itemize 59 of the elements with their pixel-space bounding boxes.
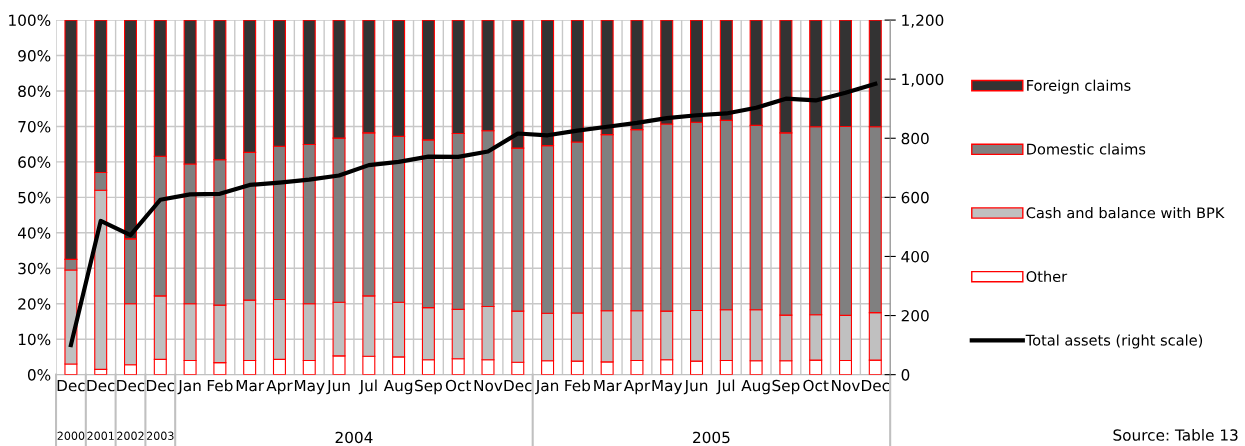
x-tick-label: Aug [741,379,770,395]
x-tick-label: Feb [207,379,233,392]
x-tick-label: May [652,379,683,395]
legend-label: Cash and balance with BPK [1026,207,1225,219]
x-tick-label: Dec [147,379,175,392]
x-tick-label: Oct [803,379,829,392]
x-tick-label: Apr [623,379,651,395]
legend-label: Other [1026,270,1068,283]
y-tick-label: 10% [18,333,51,346]
x-tick-label: Mar [236,379,265,392]
y2-tick-label: 1,000 [902,73,944,87]
y-tick-label: 40% [17,227,51,239]
source-note: Source: Table 13 [1113,428,1238,441]
text: 2005 [693,431,730,444]
y2-tick-label: 1,200 [902,14,944,28]
line-series [68,81,878,348]
x-tick-label: Jul [358,379,377,395]
text: 2003 [146,431,174,440]
y2-tick-label: 200 [901,310,929,322]
x-tick-label: Jan [177,379,201,395]
y2-tick-label: 600 [901,191,929,204]
x-tick-label: Jun [326,379,350,395]
text: 2002 [117,431,144,440]
x-tick-label: Apr [266,379,293,395]
x-tick-label: Feb [565,379,591,392]
y-tick-label: 100% [9,14,51,27]
x-tick-label: Jun [683,379,708,395]
x-tick-label: Nov [832,379,860,392]
x-tick-label: Dec [117,379,145,392]
x-tick-label: Dec [57,379,85,392]
x-tick-label: Jul [716,379,735,395]
legend-label: Foreign claims [1027,79,1131,94]
x-tick-label: Dec [504,379,532,392]
x-tick-label: Sep [415,379,442,395]
x-tick-label: May [294,379,325,395]
y-tick-label: 70% [18,120,51,133]
y-tick-label: 50% [18,191,51,204]
x-tick-label: Oct [445,379,472,392]
text: 2000 [57,431,85,440]
y-tick-label: 90% [18,49,51,62]
x-tick-label: Sep [772,379,800,395]
x-tick-label: Nov [474,379,503,392]
x-tick-label: Dec [862,379,890,392]
x-tick-label: Jan [535,379,559,395]
y-tick-label: 60% [18,156,51,168]
text: 2004 [335,431,373,444]
text: 2001 [87,431,114,440]
legend-label: Domestic claims [1027,143,1146,155]
x-tick-label: Dec [87,379,115,392]
legend-label: Total assets (right scale) [1025,334,1203,349]
y2-tick-label: 400 [901,250,929,263]
y-tick-label: 30% [18,262,51,275]
y-tick-label: 0% [27,369,51,381]
y2-tick-label: 800 [901,132,929,145]
x-tick-label: Mar [594,379,622,392]
y-tick-label: 80% [18,85,51,98]
y2-tick-label: 0 [901,369,910,381]
x-tick-label: Aug [383,379,413,395]
y-tick-label: 20% [18,298,51,310]
